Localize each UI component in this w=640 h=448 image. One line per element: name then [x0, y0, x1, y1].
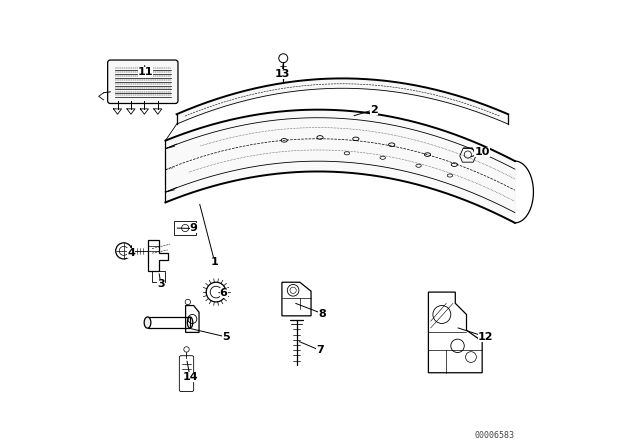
Text: 6: 6 — [220, 289, 228, 298]
Text: 7: 7 — [316, 345, 324, 355]
Text: 4: 4 — [127, 248, 135, 258]
Text: 14: 14 — [182, 372, 198, 382]
Text: 5: 5 — [222, 332, 230, 342]
Text: 10: 10 — [474, 147, 490, 157]
Text: 00006583: 00006583 — [475, 431, 515, 440]
Text: 9: 9 — [189, 224, 198, 233]
Text: 11: 11 — [138, 67, 153, 77]
Text: 1: 1 — [211, 257, 219, 267]
Text: 3: 3 — [157, 280, 164, 289]
Text: 2: 2 — [370, 105, 378, 115]
Text: 8: 8 — [318, 309, 326, 319]
Ellipse shape — [144, 317, 151, 328]
FancyBboxPatch shape — [108, 60, 178, 103]
Text: 13: 13 — [275, 69, 290, 79]
Text: 12: 12 — [478, 332, 493, 342]
